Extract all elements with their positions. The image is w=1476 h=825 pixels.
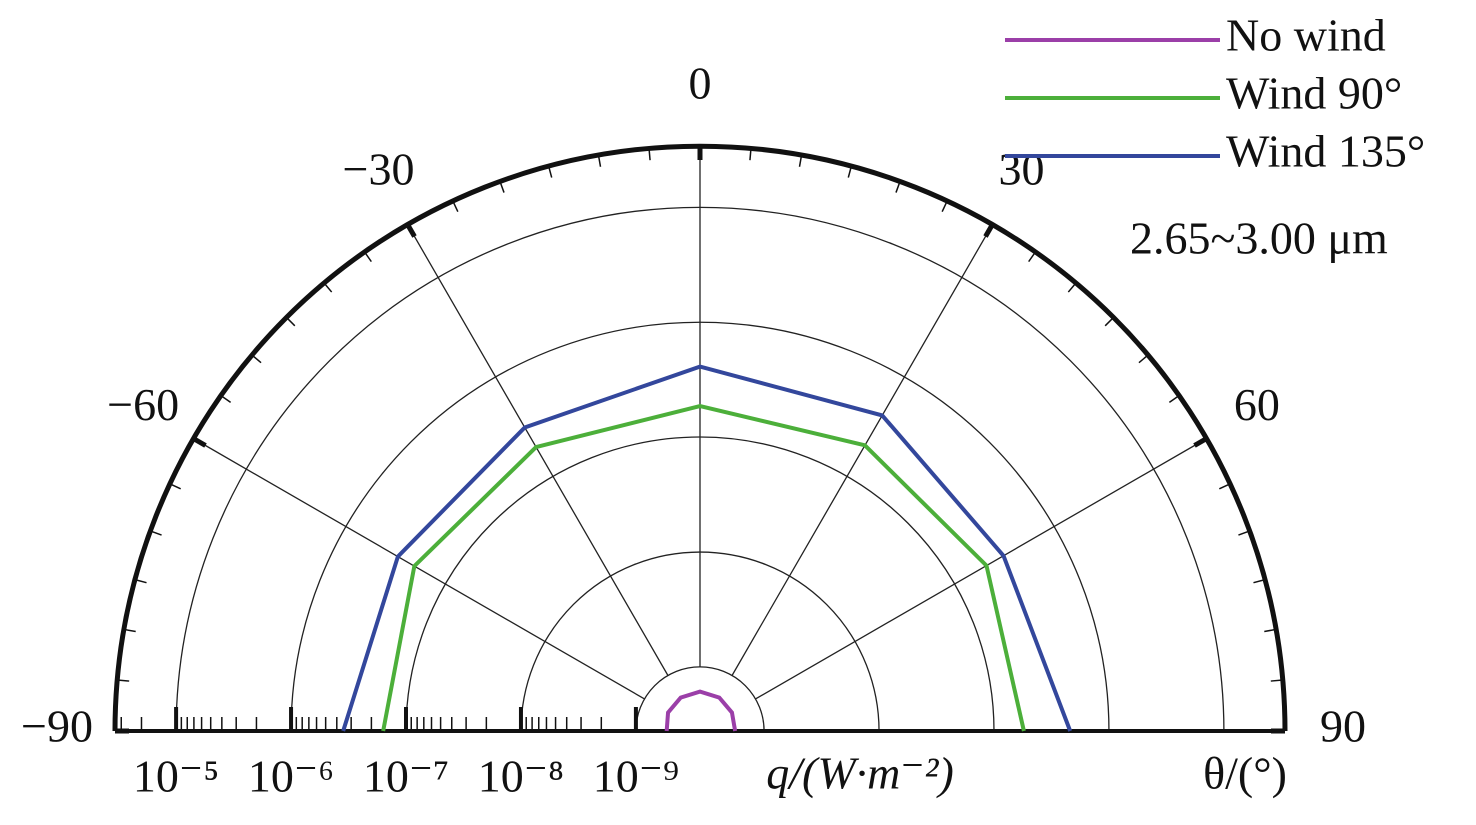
spoke [406, 224, 669, 676]
spoke [755, 437, 1207, 700]
series-line [341, 364, 1073, 732]
grid-circle [635, 666, 765, 732]
theta-tick-label: 90 [1320, 701, 1366, 752]
r-tick-label: 10⁻⁶ [248, 751, 334, 802]
legend-label: Wind 90° [1226, 68, 1402, 119]
theta-tick-label: −30 [343, 144, 415, 195]
r-tick-label: 10⁻⁵ [133, 751, 219, 802]
legend-label: Wind 135° [1226, 126, 1425, 177]
theta-tick-label: −60 [107, 379, 179, 430]
outer-circle [112, 143, 1288, 732]
r-axis-label: q/(W·m⁻²) [766, 748, 954, 799]
theta-tick-label: 0 [689, 58, 712, 109]
r-tick-label: 10⁻⁷ [363, 751, 449, 802]
theta-tick-label: 60 [1234, 379, 1280, 430]
theta-tick-label: −90 [21, 701, 93, 752]
theta-axis-label: θ/(°) [1203, 748, 1287, 799]
annotation: 2.65~3.00 μm [1130, 213, 1388, 264]
series-line [664, 689, 738, 732]
theta-tick-label: 30 [999, 144, 1045, 195]
r-tick-label: 10⁻⁹ [593, 751, 679, 802]
legend-label: No wind [1226, 10, 1386, 61]
spoke [193, 437, 645, 700]
spoke [731, 224, 994, 676]
r-tick-label: 10⁻⁸ [478, 751, 564, 802]
series-line [381, 403, 1026, 732]
